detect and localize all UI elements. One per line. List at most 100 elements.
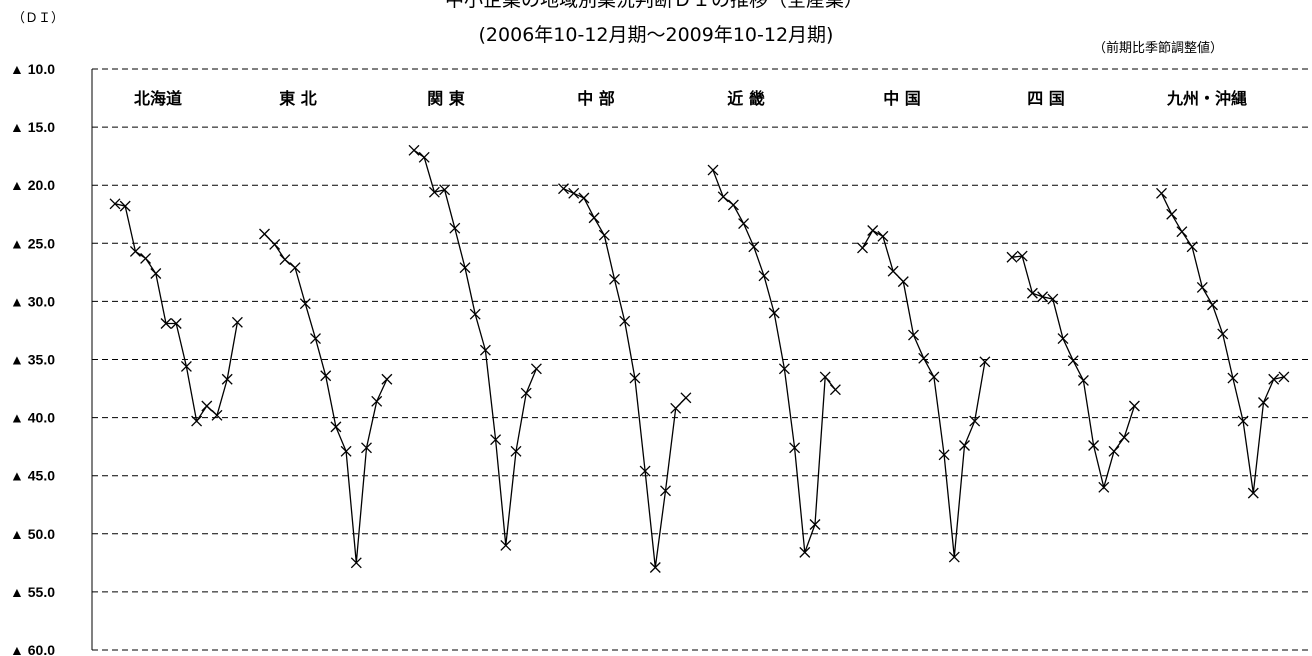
data-point-marker — [877, 230, 889, 242]
series-2 — [259, 228, 393, 569]
data-point-marker — [1057, 333, 1069, 345]
data-point-marker — [809, 519, 821, 530]
data-point-marker — [1156, 187, 1167, 199]
data-point-marker — [289, 262, 301, 274]
data-point-marker — [578, 192, 590, 204]
data-point-marker — [191, 415, 203, 427]
series-line — [264, 233, 388, 563]
data-point-marker — [1217, 328, 1229, 340]
data-point-marker — [649, 562, 661, 573]
data-point-marker — [259, 228, 270, 240]
series-line — [1160, 193, 1285, 494]
data-point-marker — [857, 242, 868, 254]
data-point-marker — [140, 252, 152, 264]
y-axis-ticks: ▲ 10.0 ▲ 15.0 ▲ 20.0 ▲ 25.0 ▲ 30.0 ▲ 35.0 ▲ 40… — [10, 61, 55, 656]
data-point-marker — [738, 218, 750, 230]
data-point-marker — [439, 184, 451, 196]
data-point-marker — [1268, 373, 1280, 385]
data-point-marker — [959, 440, 970, 451]
series-7 — [1006, 250, 1140, 493]
y-tick-label: ▲ 25.0 — [10, 235, 55, 251]
data-point-marker — [129, 245, 141, 257]
y-tick-label: ▲ 10.0 — [10, 61, 55, 77]
series-line — [861, 229, 986, 558]
data-point-marker — [1258, 397, 1269, 408]
data-point-marker — [320, 370, 332, 382]
series-6 — [857, 225, 991, 563]
data-point-marker — [619, 315, 631, 327]
series-label: 九州・沖縄 — [1166, 89, 1247, 108]
series-line — [712, 169, 836, 553]
data-point-marker — [789, 442, 801, 454]
data-point-marker — [979, 356, 991, 368]
data-point-marker — [598, 229, 610, 241]
series-label: 中 国 — [883, 89, 921, 108]
data-point-marker — [768, 307, 780, 319]
data-point-marker — [109, 198, 121, 210]
data-point-marker — [969, 415, 981, 427]
data-point-marker — [1278, 371, 1290, 383]
y-tick-label: ▲ 30.0 — [10, 293, 55, 309]
data-point-marker — [799, 546, 811, 558]
data-point-marker — [1098, 481, 1110, 493]
data-point-marker — [819, 371, 831, 383]
series-line — [114, 203, 239, 423]
data-point-marker — [381, 373, 393, 385]
data-point-marker — [1067, 355, 1079, 367]
data-point-marker — [279, 254, 291, 266]
data-point-marker — [1166, 208, 1178, 220]
series-label: 北海道 — [134, 89, 182, 108]
data-point-marker — [670, 402, 682, 414]
data-point-marker — [1006, 251, 1018, 263]
data-point-marker — [918, 352, 930, 364]
data-point-marker — [371, 395, 383, 407]
y-axis-unit-label: （ＤＩ） — [12, 11, 64, 26]
data-point-marker — [350, 557, 362, 569]
data-point-marker — [568, 187, 580, 199]
chart-subtitle: (2006年10-12月期～2009年10-12月期) — [479, 24, 834, 46]
data-point-marker — [299, 298, 311, 310]
data-point-marker — [1037, 291, 1049, 303]
data-point-marker — [201, 400, 213, 412]
data-point-marker — [170, 318, 182, 329]
data-point-marker — [231, 316, 243, 328]
data-point-marker — [887, 265, 899, 277]
data-point-marker — [758, 270, 770, 282]
data-point-marker — [428, 186, 440, 198]
data-point-marker — [609, 273, 620, 285]
data-point-marker — [459, 262, 471, 274]
y-tick-label: ▲ 50.0 — [10, 526, 55, 542]
data-point-marker — [1196, 281, 1208, 293]
data-point-marker — [1237, 415, 1249, 427]
data-point-marker — [211, 409, 223, 421]
data-point-marker — [1016, 250, 1028, 262]
data-point-marker — [408, 144, 420, 156]
data-point-marker — [639, 465, 651, 477]
data-point-marker — [908, 329, 919, 341]
data-point-marker — [479, 344, 491, 356]
series-line — [563, 188, 687, 568]
series-8 — [1156, 187, 1290, 499]
y-tick-label: ▲ 20.0 — [10, 177, 55, 193]
data-point-marker — [748, 241, 760, 253]
data-point-marker — [160, 318, 172, 329]
data-point-marker — [707, 164, 719, 176]
data-point-marker — [221, 373, 233, 385]
series-group — [109, 144, 1290, 573]
data-point-marker — [680, 392, 692, 404]
y-tick-label: ▲ 40.0 — [10, 410, 55, 426]
data-point-marker — [1227, 372, 1239, 384]
data-point-marker — [1207, 299, 1218, 311]
data-point-marker — [180, 361, 192, 372]
data-point-marker — [727, 199, 739, 211]
data-point-marker — [629, 372, 641, 384]
series-label: 近 畿 — [727, 89, 765, 108]
gridlines — [92, 68, 1312, 651]
data-point-marker — [897, 276, 909, 288]
data-point-marker — [269, 239, 281, 250]
data-point-marker — [530, 363, 542, 375]
data-point-marker — [867, 225, 879, 236]
series-label: 東 北 — [279, 89, 317, 108]
data-point-marker — [500, 539, 512, 551]
data-point-marker — [948, 551, 960, 563]
